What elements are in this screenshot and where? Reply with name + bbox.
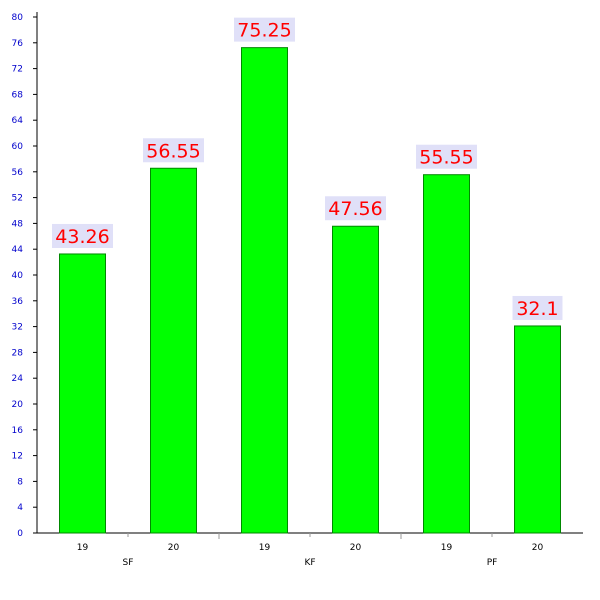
bar: [241, 47, 288, 534]
data-label-background: [512, 295, 563, 320]
y-tick-label: 44: [12, 245, 24, 255]
y-tick-label: 28: [12, 348, 24, 358]
bar: [514, 325, 561, 534]
y-tick-label: 20: [12, 400, 24, 410]
data-label-background: [143, 138, 204, 163]
y-tick-label: 64: [12, 116, 24, 126]
bar: [59, 253, 106, 534]
y-tick-label: 40: [12, 271, 24, 281]
group-label: KF: [304, 558, 315, 568]
data-label: 32.1: [516, 298, 558, 320]
y-tick-label: 32: [12, 323, 23, 333]
x-tick-label: 20: [168, 543, 180, 553]
y-tick-label: 52: [12, 194, 23, 204]
y-tick-label: 4: [17, 503, 23, 513]
x-tick-label: 20: [350, 543, 362, 553]
group-label: PF: [487, 558, 498, 568]
x-tick-label: 20: [532, 543, 544, 553]
data-label-background: [325, 196, 386, 221]
x-tick-label: 19: [77, 543, 89, 553]
bar: [150, 167, 197, 534]
data-label: 56.55: [146, 140, 200, 162]
y-tick-label: 76: [12, 39, 24, 49]
y-tick-label: 24: [12, 374, 24, 384]
bar: [332, 225, 379, 534]
y-tick-label: 36: [12, 297, 24, 307]
y-tick-label: 72: [12, 65, 23, 75]
x-tick-label: 19: [441, 543, 453, 553]
data-label-background: [234, 17, 295, 42]
data-label: 55.55: [419, 147, 473, 169]
bars: [59, 47, 561, 534]
bar: [423, 174, 470, 534]
y-tick-label: 48: [12, 219, 24, 229]
y-tick-label: 56: [12, 168, 24, 178]
group-label: SF: [123, 558, 134, 568]
y-tick-label: 80: [12, 13, 24, 23]
y-tick-label: 60: [12, 142, 24, 152]
y-tick-label: 12: [12, 452, 23, 462]
data-label: 43.26: [55, 226, 109, 248]
data-label: 47.56: [328, 198, 382, 220]
data-labels: 43.26 56.55 75.25 47.56 55.55 32.1: [52, 17, 563, 320]
y-tick-label: 68: [12, 90, 24, 100]
y-tick-label: 16: [12, 426, 24, 436]
x-tick-label: 19: [259, 543, 271, 553]
data-label-background: [52, 223, 113, 248]
data-label-background: [416, 144, 477, 169]
y-tick-label: 8: [17, 477, 23, 487]
y-tick-label: 0: [17, 529, 23, 539]
x-axis: 19 20 19 20 19 20 SF KF PF: [37, 532, 583, 568]
data-label: 75.25: [237, 20, 291, 42]
